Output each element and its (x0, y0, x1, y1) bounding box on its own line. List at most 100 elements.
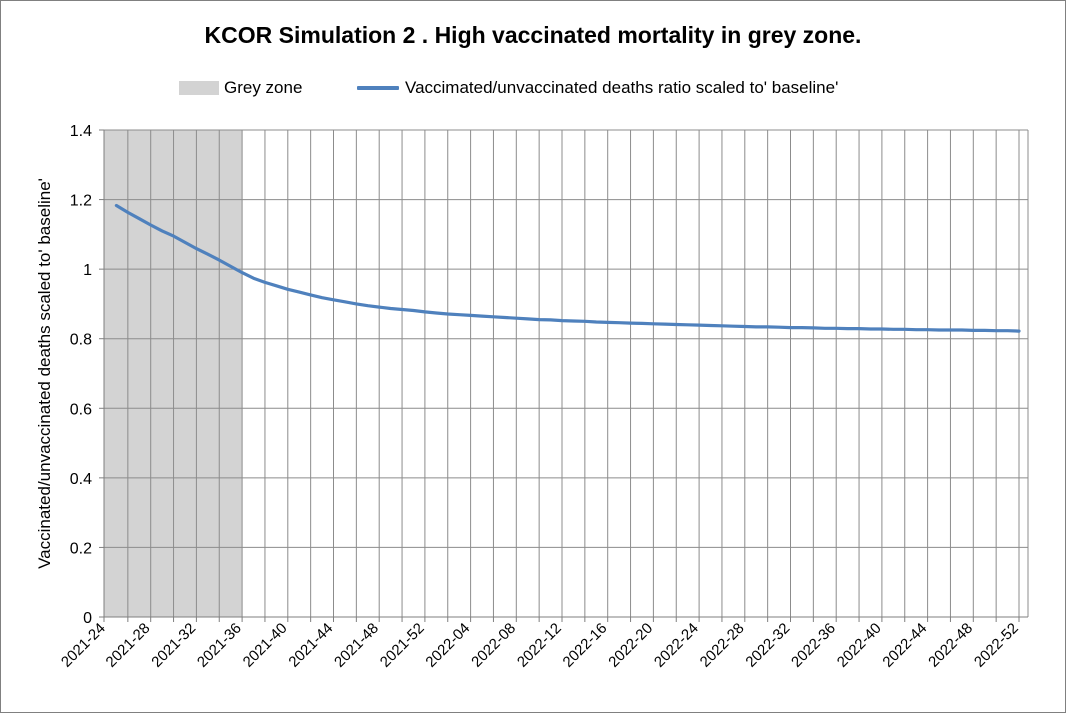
ratio-data-point (207, 253, 209, 255)
x-tick-label: 2022-44 (879, 620, 930, 671)
x-tick-label: 2021-36 (194, 620, 245, 671)
x-tick-label: 2022-20 (605, 620, 656, 671)
x-tick-label: 2021-52 (377, 620, 428, 671)
ratio-data-point (686, 324, 689, 326)
chart-title: KCOR Simulation 2 . High vaccinated mort… (204, 22, 862, 48)
y-tick-label: 1 (83, 262, 92, 279)
ratio-data-point (721, 325, 723, 327)
ratio-data-point (424, 311, 426, 313)
grey-zone-swatch (179, 81, 219, 95)
ratio-data-point (915, 328, 917, 331)
y-tick-label: 0 (83, 610, 92, 627)
ratio-data-point (309, 294, 312, 296)
ratio-line-swatch (357, 86, 399, 90)
x-tick-label: 2022-32 (742, 620, 793, 671)
ratio-data-point (412, 309, 415, 312)
x-tick-label: 2022-52 (971, 620, 1022, 671)
ratio-data-point (869, 328, 872, 330)
ratio-data-point (515, 317, 518, 319)
ratio-data-point (778, 326, 780, 329)
ratio-data-point (458, 313, 460, 316)
y-axis-label: Vaccinated/unvaccinated deaths scaled to… (35, 178, 54, 569)
ratio-data-point (732, 325, 735, 327)
ratio-data-point (972, 329, 975, 332)
ratio-data-point (595, 321, 598, 323)
ratio-data-point (172, 235, 175, 237)
ratio-data-point (584, 320, 586, 323)
ratio-data-point (606, 321, 609, 324)
ratio-data-point (892, 328, 895, 331)
ratio-data-point (184, 241, 186, 244)
ratio-data-point (641, 322, 643, 325)
ratio-data-point (789, 326, 792, 329)
ratio-data-point (664, 323, 666, 325)
y-tick-label: 0.6 (70, 401, 92, 418)
ratio-data-point (195, 247, 198, 250)
x-tick-label: 2022-48 (925, 620, 976, 671)
ratio-data-point (115, 204, 118, 207)
ratio-data-point (355, 303, 358, 305)
x-tick-label: 2022-28 (697, 620, 748, 671)
ratio-data-point (961, 329, 963, 331)
ratio-data-point (344, 301, 346, 303)
legend: Grey zone Vaccimated/unvaccinated deaths… (0, 78, 1066, 100)
ratio-data-point (618, 321, 620, 324)
ratio-data-point (698, 324, 700, 326)
ratio-data-point (938, 329, 940, 331)
legend-item-ratio-line: Vaccimated/unvaccinated deaths ratio sca… (357, 78, 838, 98)
ratio-data-point (538, 318, 540, 321)
ratio-data-point (138, 217, 141, 220)
ratio-data-point (949, 329, 952, 331)
ratio-data-point (161, 230, 163, 232)
ratio-data-point (504, 316, 506, 319)
ratio-data-point (241, 271, 243, 274)
ratio-data-point (629, 322, 632, 324)
ratio-data-point (366, 304, 369, 307)
ratio-data-point (287, 288, 289, 291)
ratio-data-point (469, 314, 472, 317)
ratio-data-point (561, 319, 563, 322)
y-tick-label: 1.2 (70, 193, 92, 210)
x-tick-label: 2022-04 (422, 620, 473, 671)
ratio-data-point (755, 326, 758, 328)
x-tick-label: 2022-40 (834, 620, 885, 671)
y-tick-label: 0.4 (70, 471, 92, 488)
ratio-data-point (526, 318, 529, 320)
ratio-data-point (446, 313, 449, 315)
ratio-data-point (858, 327, 860, 330)
ratio-data-point (1018, 330, 1020, 332)
ratio-data-point (572, 320, 575, 322)
ratio-series-line (114, 203, 1021, 333)
ratio-data-point (846, 327, 849, 330)
x-tick-label: 2021-48 (331, 620, 382, 671)
x-tick-label: 2021-40 (240, 620, 291, 671)
x-tick-label: 2021-32 (148, 620, 199, 671)
ratio-data-point (229, 265, 232, 268)
x-tick-label: 2022-36 (788, 620, 839, 671)
ratio-data-point (332, 298, 335, 301)
y-tick-label: 0.2 (70, 540, 92, 557)
ratio-data-point (926, 328, 929, 331)
ratio-data-point (823, 327, 826, 330)
ratio-data-point (378, 306, 381, 308)
ratio-data-point (321, 296, 323, 299)
legend-label-grey-zone: Grey zone (224, 78, 303, 97)
ratio-data-point (1006, 329, 1009, 332)
ratio-data-point (983, 329, 986, 332)
ratio-data-point (298, 291, 301, 293)
ratio-data-point (549, 319, 552, 321)
ratio-data-point (652, 322, 655, 325)
x-tick-label: 2021-44 (285, 620, 336, 671)
legend-item-grey-zone: Grey zone (179, 78, 302, 98)
ratio-data-point (252, 277, 255, 279)
x-tick-label: 2022-12 (514, 620, 565, 671)
ratio-data-point (995, 329, 997, 332)
ratio-data-point (709, 324, 712, 327)
ratio-data-point (744, 325, 746, 328)
ratio-data-point (481, 315, 483, 317)
ratio-data-point (275, 285, 278, 287)
legend-label-ratio-line: Vaccimated/unvaccinated deaths ratio sca… (405, 78, 839, 97)
x-tick-label: 2022-24 (651, 620, 702, 671)
ratio-data-point (812, 327, 815, 329)
